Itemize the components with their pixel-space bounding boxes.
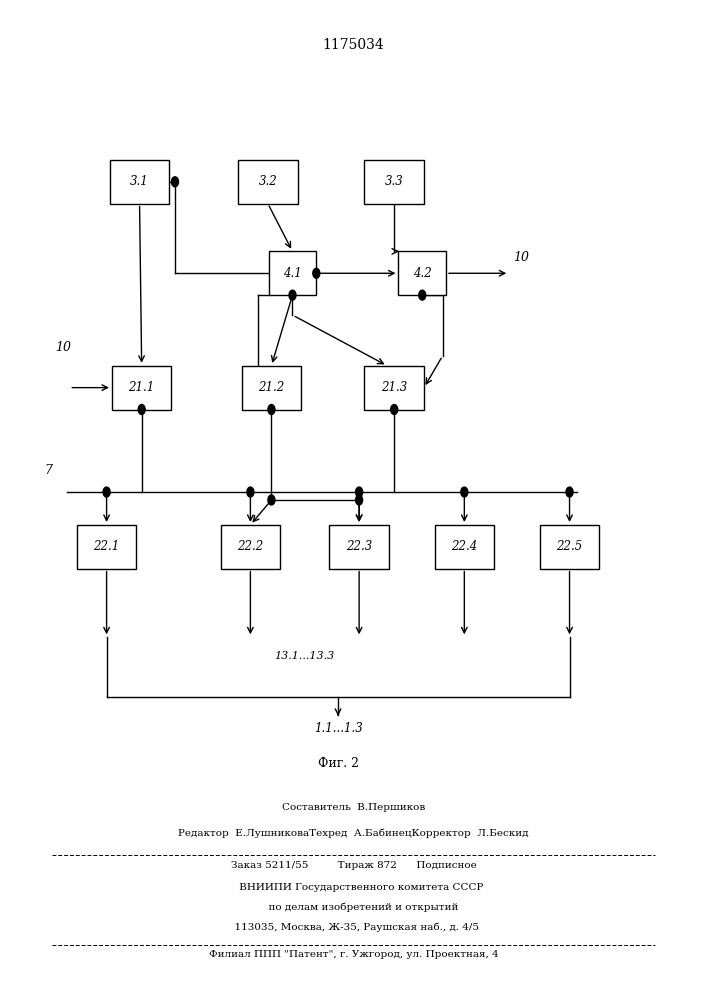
Text: 13.1...13.3: 13.1...13.3 — [274, 651, 334, 661]
FancyBboxPatch shape — [238, 160, 298, 204]
Text: 10: 10 — [55, 341, 71, 354]
Text: 22.4: 22.4 — [451, 540, 477, 553]
Text: 4.1: 4.1 — [283, 267, 302, 280]
FancyBboxPatch shape — [112, 366, 172, 410]
Circle shape — [391, 405, 398, 414]
FancyBboxPatch shape — [269, 251, 316, 295]
Circle shape — [566, 487, 573, 497]
Text: Редактор  Е.ЛушниковаТехред  А.БабинецКорректор  Л.Бескид: Редактор Е.ЛушниковаТехред А.БабинецКорр… — [178, 828, 529, 838]
Circle shape — [356, 495, 363, 505]
FancyBboxPatch shape — [77, 525, 136, 569]
FancyBboxPatch shape — [110, 160, 170, 204]
Circle shape — [172, 177, 178, 187]
Circle shape — [289, 290, 296, 300]
Text: Филиал ППП "Патент", г. Ужгород, ул. Проектная, 4: Филиал ППП "Патент", г. Ужгород, ул. Про… — [209, 950, 498, 959]
FancyBboxPatch shape — [221, 525, 280, 569]
Text: 113035, Москва, Ж-35, Раушская наб., д. 4/5: 113035, Москва, Ж-35, Раушская наб., д. … — [228, 923, 479, 932]
Text: 4.2: 4.2 — [413, 267, 431, 280]
Circle shape — [268, 495, 275, 505]
Text: 22.1: 22.1 — [93, 540, 119, 553]
Text: 10: 10 — [513, 251, 529, 264]
Text: 7: 7 — [45, 464, 53, 477]
Text: 1.1...1.3: 1.1...1.3 — [314, 722, 363, 735]
FancyBboxPatch shape — [435, 525, 494, 569]
Circle shape — [312, 268, 320, 278]
Text: 1175034: 1175034 — [322, 38, 385, 52]
FancyBboxPatch shape — [364, 366, 424, 410]
Text: Фиг. 2: Фиг. 2 — [317, 757, 358, 770]
Text: 22.5: 22.5 — [556, 540, 583, 553]
Text: ВНИИПИ Государственного комитета СССР: ВНИИПИ Государственного комитета СССР — [223, 883, 484, 892]
Text: 22.2: 22.2 — [238, 540, 264, 553]
Circle shape — [461, 487, 468, 497]
Circle shape — [138, 405, 145, 414]
Text: Заказ 5211/55         Тираж 872      Подписное: Заказ 5211/55 Тираж 872 Подписное — [230, 861, 477, 870]
Text: 3.3: 3.3 — [385, 175, 404, 188]
Text: 22.3: 22.3 — [346, 540, 373, 553]
Text: 3.1: 3.1 — [130, 175, 149, 188]
Text: по делам изобретений и открытий: по делам изобретений и открытий — [249, 903, 458, 912]
Circle shape — [247, 487, 254, 497]
FancyBboxPatch shape — [364, 160, 424, 204]
Text: 21.3: 21.3 — [381, 381, 407, 394]
FancyBboxPatch shape — [398, 251, 446, 295]
Circle shape — [268, 405, 275, 414]
Circle shape — [419, 290, 426, 300]
Text: 3.2: 3.2 — [259, 175, 277, 188]
Text: 21.2: 21.2 — [258, 381, 284, 394]
FancyBboxPatch shape — [329, 525, 389, 569]
Text: Составитель  В.Першиков: Составитель В.Першиков — [282, 803, 425, 812]
Circle shape — [356, 487, 363, 497]
FancyBboxPatch shape — [242, 366, 301, 410]
FancyBboxPatch shape — [539, 525, 600, 569]
Text: 21.1: 21.1 — [129, 381, 155, 394]
Circle shape — [103, 487, 110, 497]
